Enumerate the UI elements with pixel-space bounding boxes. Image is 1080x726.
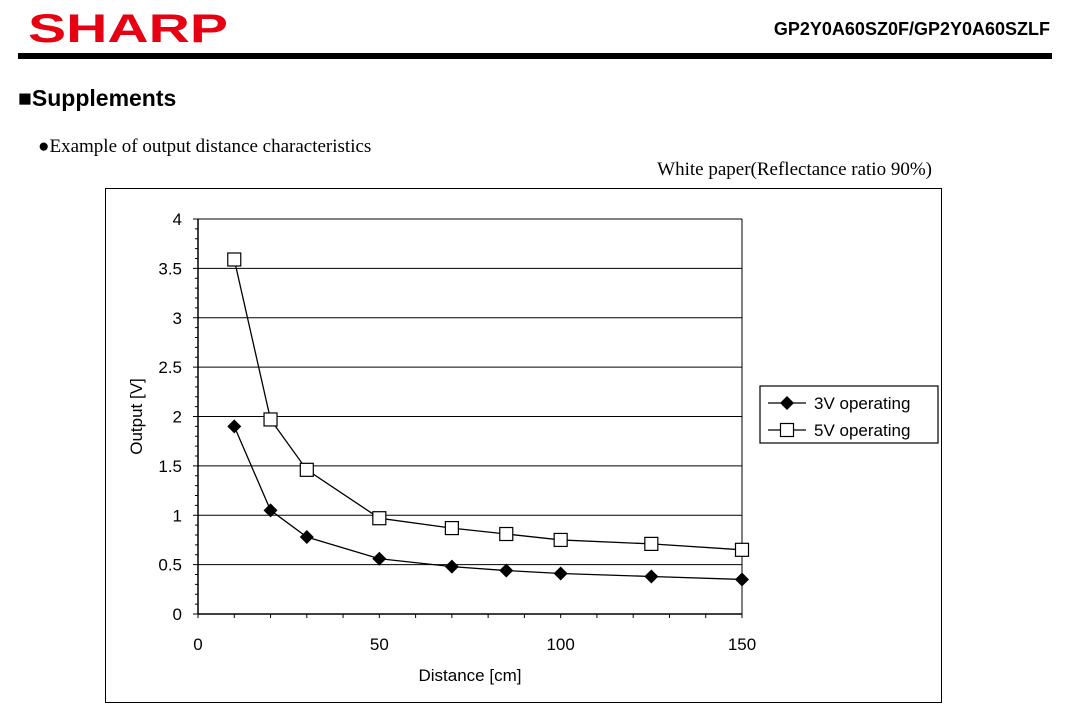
legend-label: 3V operating	[814, 394, 910, 413]
data-point	[263, 503, 278, 518]
section-title: ■Supplements	[18, 85, 177, 111]
output-distance-chart: 0 0.5 1 1.5 2 2.5 3 3.5 4 0 50 100 150 Distance [cm] O…	[127, 210, 939, 685]
data-point	[499, 563, 514, 578]
data-point	[227, 419, 242, 434]
y-tick-label: 4	[173, 210, 182, 229]
data-point	[444, 520, 459, 536]
data-point	[263, 412, 278, 427]
x-tick-label: 0	[193, 635, 202, 654]
chart-frame: 0 0.5 1 1.5 2 2.5 3 3.5 4 0 50 100 150 Distance [cm] O…	[105, 188, 942, 703]
y-tick-label: 2	[173, 408, 182, 427]
figure-caption: ●Example of output distance characterist…	[38, 136, 372, 157]
y-tick-label: 3	[173, 309, 182, 328]
x-tick-label: 150	[728, 635, 756, 654]
brand-name: SHARP	[28, 7, 228, 50]
series-line-2	[233, 259, 743, 551]
data-point	[499, 526, 514, 542]
data-point	[735, 572, 749, 587]
part-number: GP2Y0A60SZ0F/GP2Y0A60SZLF	[773, 19, 1050, 39]
data-point	[553, 532, 568, 548]
legend-marker	[780, 396, 794, 410]
x-axis-title: Distance [cm]	[419, 666, 522, 685]
y-tick-label: 2.5	[158, 358, 182, 377]
y-axis-title: Output [V]	[127, 378, 146, 455]
data-point	[372, 551, 387, 566]
y-tick-label: 3.5	[158, 259, 182, 278]
y-tick-label: 0.5	[158, 556, 182, 575]
legend-marker	[779, 422, 795, 438]
test-condition: White paper(Reflectance ratio 90%)	[657, 159, 932, 180]
x-tick-label: 100	[546, 635, 574, 654]
data-point	[444, 559, 459, 574]
y-tick-label: 1	[173, 506, 182, 525]
y-tick-label: 1.5	[158, 457, 182, 476]
data-point	[644, 536, 659, 551]
data-point	[734, 542, 750, 557]
x-tick-label: 50	[370, 635, 389, 654]
header-divider	[18, 53, 1052, 59]
series-line-1	[233, 426, 743, 581]
data-point	[299, 462, 314, 477]
data-point	[299, 529, 314, 544]
legend-label: 5V operating	[814, 421, 910, 440]
sharp-logo: SHARP	[28, 7, 228, 50]
data-point	[553, 566, 568, 581]
data-point	[372, 511, 387, 526]
y-tick-label: 0	[173, 605, 182, 624]
data-point	[227, 252, 242, 267]
data-point	[644, 569, 659, 584]
